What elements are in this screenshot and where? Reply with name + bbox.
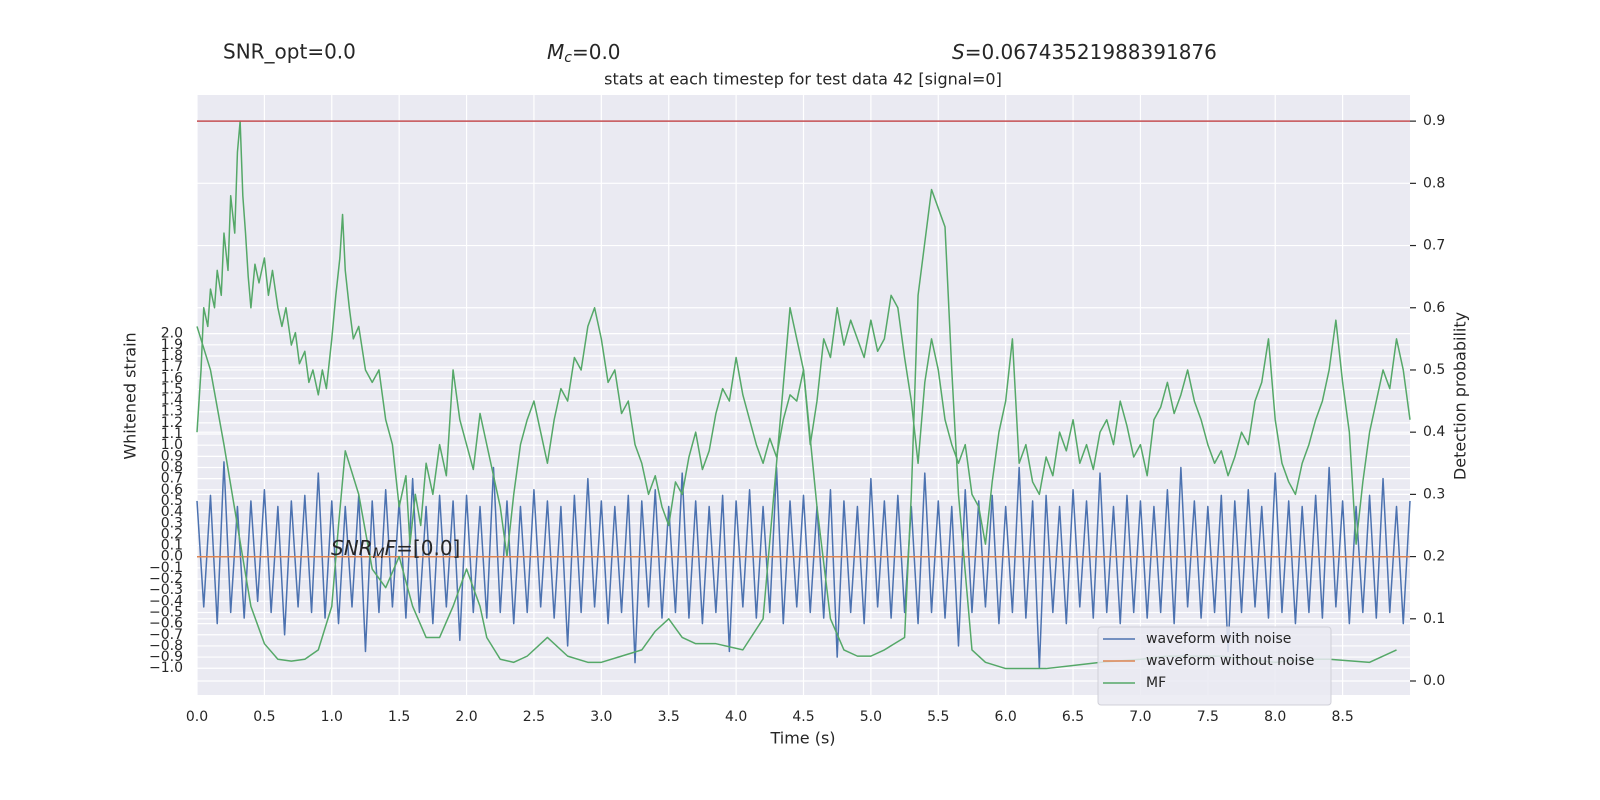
x-tick-label: 5.0 [860,709,882,725]
y-tick-label: 1.2 [161,415,183,431]
y-tick-label: 0.6 [161,482,183,498]
x-tick-label: 4.5 [792,709,814,725]
x-tick-label: 3.0 [590,709,612,725]
y-tick-label: 0.7 [161,471,183,487]
x-tick-label: 2.5 [523,709,545,725]
x-tick-label: 4.0 [725,709,747,725]
y-tick-label: 0.1 [161,538,183,554]
x-tick-label: 6.0 [995,709,1017,725]
annotation-part: F [385,536,397,560]
x-tick-label: 0.0 [186,709,208,725]
labels: 0.0 0.5 1.0 1.5 2.0 2.5 3.0 3.5 4.0 4.5 5.0 5.5 6.0 6… [149,113,1445,725]
legend: waveform with noise waveform without nois… [1097,626,1332,706]
y-tick-label: −0.1 [149,560,183,576]
y-tick-label: 0.8 [161,459,183,475]
y2-tick-label: 0.6 [1423,300,1445,316]
y2-tick-label: 0.9 [1423,113,1445,129]
y2-tick-label: 0.1 [1423,611,1445,627]
y-tick-label: 0.0 [161,549,183,565]
y-tick-label: −0.7 [149,627,183,643]
y-tick-label: 2.0 [161,326,183,342]
y-tick-label: 1.7 [161,359,183,375]
legend-box [1097,626,1332,706]
y-tick-label: −0.4 [149,593,183,609]
annotation-part: S [952,40,965,64]
y-tick-label: 0.4 [161,504,183,520]
y2-tick-label: 0.0 [1423,673,1445,689]
y-tick-label: 1.3 [161,404,183,420]
x-tick-label: 7.5 [1197,709,1219,725]
series-line [196,188,1397,670]
y2-axis-label: Detection probability [1451,312,1470,480]
y-tick-label: 1.6 [161,370,183,386]
x-axis-label: Time (s) [769,729,835,748]
legend-label: waveform without noise [1146,653,1314,669]
marks [196,120,1411,670]
x-tick-label: 6.5 [1062,709,1084,725]
y2-tick-label: 0.3 [1423,486,1445,502]
y-tick-label: 0.5 [161,493,183,509]
legend-label: MF [1146,675,1166,691]
x-tick-label: 8.0 [1264,709,1286,725]
annotation-part: =0.06743521988391876 [965,40,1217,64]
y-tick-label: −0.9 [149,649,183,665]
x-tick-label: 8.5 [1331,709,1353,725]
y2-tick-label: 0.7 [1423,238,1445,254]
x-tick-label: 1.0 [321,709,343,725]
x-tick-label: 1.5 [388,709,410,725]
annotation: Mc=0.0 [547,40,621,67]
annotation-part: SNR [331,536,373,560]
x-tick-label: 7.0 [1129,709,1151,725]
y-tick-label: 0.3 [161,515,183,531]
chart-title: stats at each timestep for test data 42 … [604,70,1002,89]
y2-tick-label: 0.8 [1423,175,1445,191]
annotation-part: M [547,40,564,64]
annotation: SNR_opt=0.0 [223,40,356,64]
y-tick-label: 1.4 [161,393,183,409]
y-tick-label: 0.2 [161,526,183,542]
annotation-part: c [564,50,572,66]
y2-tick-label: 0.2 [1423,549,1445,565]
y2-tick-label: 0.4 [1423,424,1445,440]
y-tick-label: −0.2 [149,571,183,587]
x-tick-label: 0.5 [253,709,275,725]
annotation: SNRMF=[0.0] [331,536,460,563]
y-tick-label: 1.9 [161,337,183,353]
x-tick-label: 2.0 [455,709,477,725]
y-tick-label: 0.9 [161,448,183,464]
x-tick-label: 5.5 [927,709,949,725]
y-tick-label: 1.0 [161,437,183,453]
y-tick-label: −0.6 [149,616,183,632]
y-tick-label: −0.8 [149,638,183,654]
series-line [196,120,1411,558]
y-axis-label: Whitened strain [121,332,140,459]
y-tick-label: −0.3 [149,582,183,598]
legend-label: waveform with noise [1146,631,1291,647]
y-tick-label: −0.5 [149,604,183,620]
x-tick-label: 3.5 [658,709,680,725]
y-tick-label: 1.8 [161,348,183,364]
y-tick-label: −1.0 [149,660,183,676]
y-tick-label: 1.1 [161,426,183,442]
annotation-part: =[0.0] [396,536,460,560]
annotation-part: =0.0 [572,40,621,64]
y-tick-label: 1.5 [161,381,183,397]
annotation-part: M [373,546,385,562]
annotation: S=0.06743521988391876 [952,40,1217,64]
y2-tick-label: 0.5 [1423,362,1445,378]
